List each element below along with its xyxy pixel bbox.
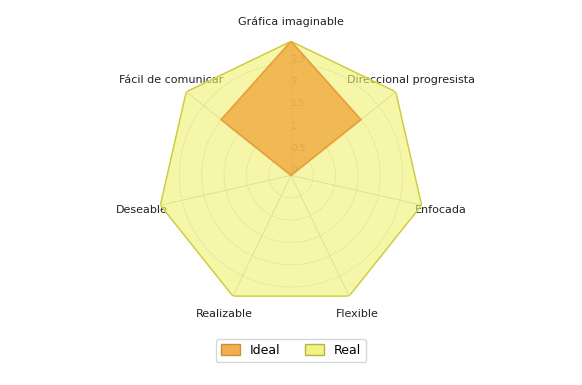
Legend: Ideal, Real: Ideal, Real [216, 339, 366, 362]
Polygon shape [221, 41, 361, 175]
Polygon shape [161, 41, 421, 296]
